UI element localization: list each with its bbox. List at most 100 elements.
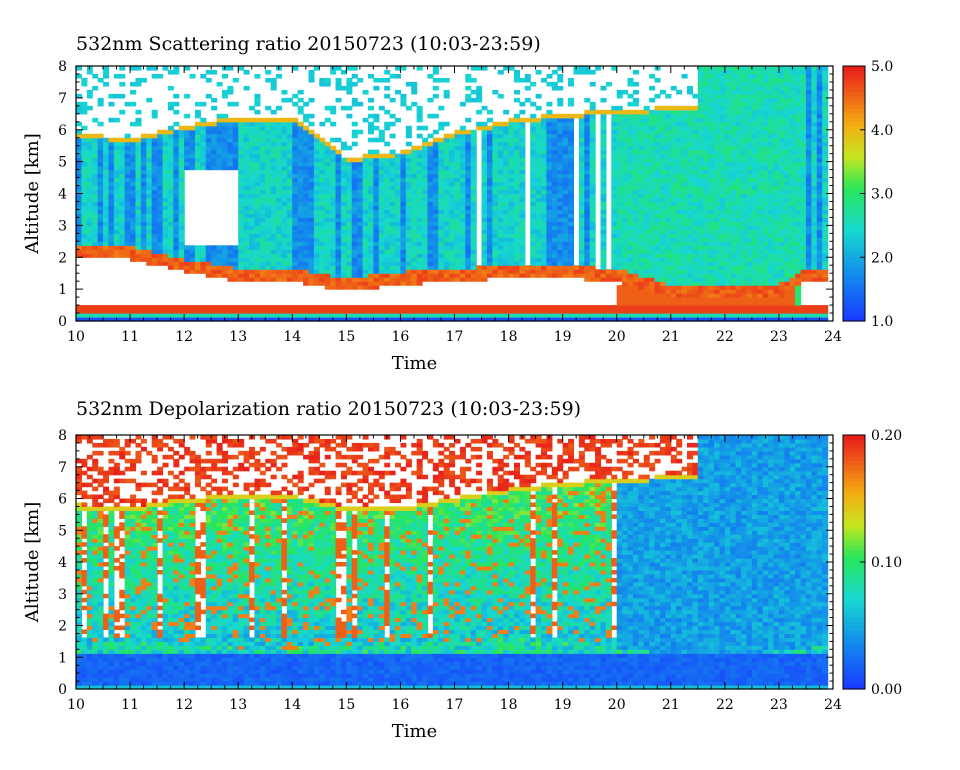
heatmap-cell	[167, 69, 174, 75]
heatmap-cell	[546, 221, 553, 226]
heatmap-cell	[459, 261, 466, 266]
heatmap-cell	[124, 181, 131, 187]
heatmap-cell	[97, 141, 104, 147]
heatmap-cell	[513, 173, 520, 179]
heatmap-cell	[286, 197, 293, 203]
heatmap-cell	[486, 169, 493, 175]
heatmap-cell	[92, 149, 99, 155]
heatmap-cell	[535, 149, 542, 155]
heatmap-cell	[340, 249, 347, 254]
heatmap-cell	[108, 177, 115, 183]
heatmap-cell	[454, 193, 461, 199]
heatmap-cell	[330, 269, 337, 274]
heatmap-cell	[243, 261, 250, 266]
heatmap-cell	[416, 117, 423, 123]
heatmap-cell	[281, 245, 288, 250]
heatmap-cell	[292, 145, 299, 151]
heatmap-cell	[92, 205, 99, 211]
heatmap-cell	[530, 317, 537, 322]
heatmap-cell	[173, 257, 180, 262]
heatmap-cell	[584, 217, 591, 222]
heatmap-cell	[405, 129, 412, 135]
heatmap-cell	[432, 169, 439, 175]
heatmap-cell	[313, 189, 320, 195]
heatmap-cell	[584, 66, 591, 71]
heatmap-cell	[454, 197, 461, 203]
heatmap-cell	[238, 133, 245, 139]
heatmap-cell	[97, 177, 104, 183]
heatmap-cell	[384, 313, 391, 318]
heatmap-cell	[308, 129, 315, 135]
heatmap-cell	[568, 233, 575, 238]
heatmap-cell	[697, 169, 704, 175]
heatmap-cell	[416, 161, 423, 167]
heatmap-cell	[481, 261, 488, 266]
heatmap-cell	[432, 113, 439, 119]
heatmap-cell	[449, 209, 456, 215]
heatmap-cell	[357, 285, 364, 290]
heatmap-cell	[76, 141, 83, 147]
heatmap-cell	[427, 157, 434, 163]
heatmap-cell	[254, 137, 261, 143]
heatmap-cell	[103, 141, 110, 147]
heatmap-cell	[427, 253, 434, 258]
heatmap-cell	[627, 189, 634, 195]
heatmap-cell	[259, 193, 266, 199]
heatmap-cell	[265, 305, 272, 310]
heatmap-cell	[205, 121, 212, 127]
heatmap-cell	[692, 173, 699, 179]
heatmap-cell	[113, 173, 120, 179]
heatmap-cell	[189, 309, 196, 314]
heatmap-cell	[330, 153, 337, 159]
heatmap-cell	[367, 205, 374, 211]
heatmap-cell	[492, 221, 499, 226]
heatmap-cell	[221, 129, 228, 135]
heatmap-cell	[622, 249, 629, 254]
heatmap-cell	[459, 141, 466, 147]
heatmap-cell	[238, 261, 245, 266]
heatmap-cell	[492, 121, 499, 127]
heatmap-cell	[535, 161, 542, 167]
heatmap-cell	[173, 249, 180, 254]
heatmap-cell	[611, 125, 618, 131]
heatmap-cell	[303, 305, 310, 310]
heatmap-cell	[297, 305, 304, 310]
heatmap-cell	[243, 217, 250, 222]
heatmap-cell	[76, 105, 83, 111]
heatmap-cell	[400, 313, 407, 318]
heatmap-cell	[427, 165, 434, 171]
heatmap-cell	[303, 201, 310, 207]
heatmap-cell	[508, 217, 515, 222]
heatmap-cell	[303, 165, 310, 171]
heatmap-cell	[670, 269, 677, 274]
heatmap-cell	[497, 257, 504, 262]
heatmap-cell	[519, 229, 526, 234]
heatmap-cell	[389, 213, 396, 218]
heatmap-cell	[622, 173, 629, 179]
heatmap-cell	[373, 213, 380, 218]
heatmap-cell	[600, 305, 607, 310]
heatmap-cell	[638, 197, 645, 203]
heatmap-cell	[389, 205, 396, 211]
heatmap-cell	[346, 185, 353, 191]
heatmap-cell	[113, 209, 120, 215]
heatmap-cell	[665, 221, 672, 226]
heatmap-cell	[578, 245, 585, 250]
heatmap-cell	[297, 269, 304, 274]
heatmap-cell	[103, 165, 110, 171]
heatmap-cell	[259, 257, 266, 262]
heatmap-cell	[281, 185, 288, 191]
heatmap-cell	[135, 201, 142, 207]
heatmap-cell	[562, 225, 569, 230]
heatmap-cell	[97, 121, 104, 127]
heatmap-cell	[157, 261, 164, 266]
heatmap-cell	[622, 301, 629, 306]
heatmap-cell	[151, 313, 158, 318]
heatmap-cell	[303, 161, 310, 167]
heatmap-cell	[470, 261, 477, 266]
heatmap-cell	[319, 149, 326, 155]
heatmap-cell	[600, 277, 607, 282]
heatmap-cell	[97, 225, 104, 230]
heatmap-cell	[627, 277, 634, 282]
heatmap-cell	[465, 133, 472, 139]
